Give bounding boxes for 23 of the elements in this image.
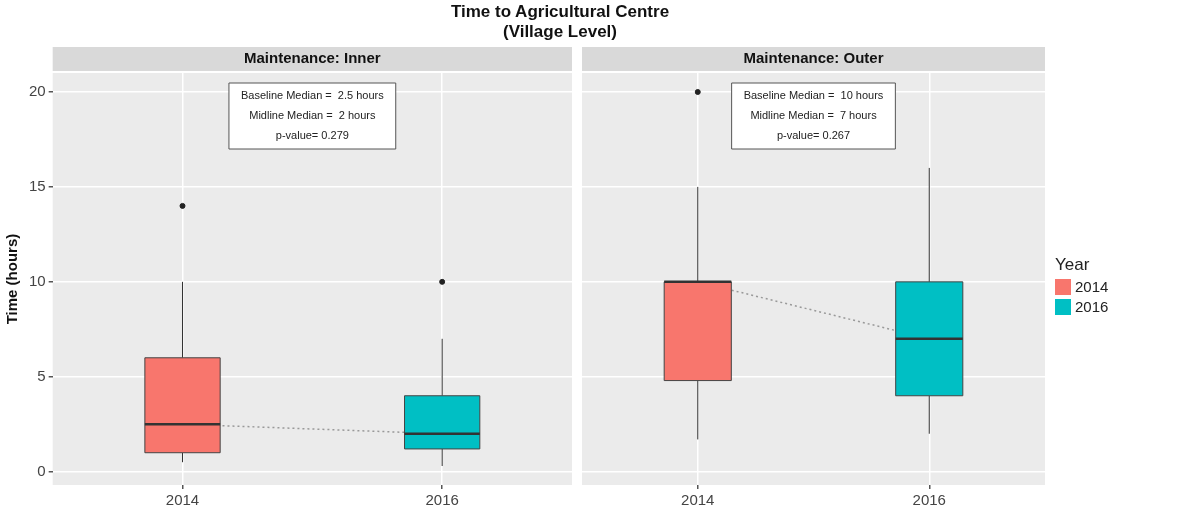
y-tick-label: 15 [29, 177, 46, 195]
x-tick-label: 2014 [681, 491, 715, 509]
text: Time to Agricultural Centre [449, 2, 671, 22]
x-tick-label: 2016 [425, 491, 459, 509]
y-tick-label: 5 [37, 366, 46, 384]
chart-title: Maintenance: Outer [743, 49, 884, 67]
x-tick-label: 2016 [912, 491, 946, 509]
legend-title: Year [1055, 255, 1091, 275]
annotation: Midline Median = 7 hours [750, 109, 878, 122]
y-axis-title: Time (hours) [3, 233, 21, 325]
text: (Village Level) [502, 22, 618, 42]
annotation: p-value= 0.279 [275, 129, 349, 142]
y-tick-label: 0 [37, 461, 46, 479]
annotation: Baseline Median = 10 hours [743, 89, 884, 102]
y-tick-label: 10 [29, 271, 46, 289]
annotation: Baseline Median = 2.5 hours [240, 89, 385, 102]
legend-label: 2014 [1075, 278, 1109, 295]
x-tick-label: 2014 [165, 491, 200, 509]
annotation: p-value= 0.267 [776, 129, 851, 142]
y-tick-label: 20 [29, 82, 46, 100]
annotation: Midline Median = 2 hours [249, 109, 376, 122]
legend-label: 2016 [1075, 298, 1109, 315]
chart-title: Maintenance: Inner [243, 49, 381, 67]
